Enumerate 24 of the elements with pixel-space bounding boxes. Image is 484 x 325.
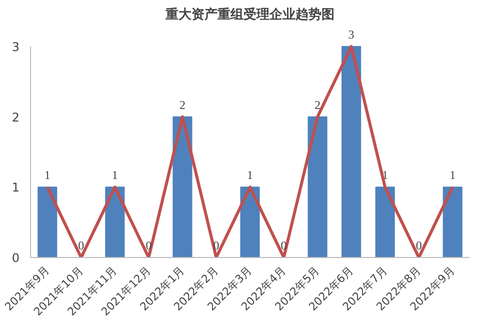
data-label: 2 [179,98,186,112]
data-label: 0 [416,238,422,252]
data-label: 3 [348,27,354,42]
bar [105,186,125,258]
bar [38,186,58,258]
data-label: 2 [314,98,321,112]
bar [442,186,462,258]
data-label: 1 [382,168,388,182]
bar [342,46,362,258]
y-tick-label: 3 [12,40,20,54]
y-tick-label: 2 [12,110,20,124]
chart-title: 重大资产重组受理企业趋势图 [164,6,334,22]
data-label: 1 [247,168,253,182]
bar [375,186,395,258]
data-label: 1 [112,168,118,182]
data-label: 0 [78,238,84,252]
bar [240,186,260,258]
bar [308,116,328,258]
data-label: 1 [450,168,456,182]
line-series [46,44,454,258]
bar [172,116,192,258]
data-label: 1 [44,168,50,182]
y-tick-label: 1 [12,180,20,195]
y-tick-label: 0 [12,251,20,265]
